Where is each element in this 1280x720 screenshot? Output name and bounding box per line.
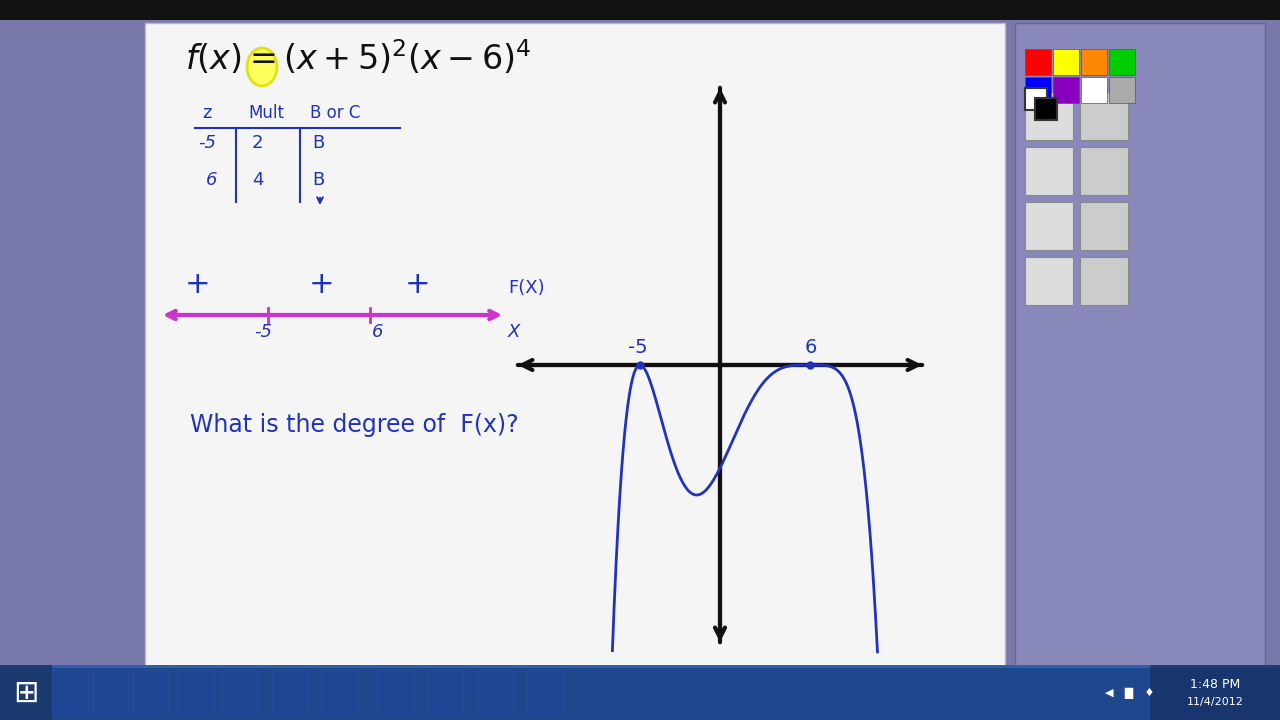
Text: 1:48 PM: 1:48 PM (1190, 678, 1240, 691)
Bar (323, 670, 358, 715)
Bar (428, 670, 463, 715)
Text: -5: -5 (198, 134, 216, 152)
Bar (0, 665, 1280, 720)
Text: 6: 6 (206, 171, 218, 189)
Bar (1036, 98, 1057, 120)
Text: Mult: Mult (248, 104, 284, 122)
Text: B: B (312, 171, 324, 189)
Text: +: + (404, 270, 430, 299)
Bar (1025, 257, 1073, 305)
Text: $f(x)=(x+5)^2(x-6)^4$: $f(x)=(x+5)^2(x-6)^4$ (186, 38, 531, 77)
Bar (477, 670, 513, 715)
Bar (1080, 147, 1128, 195)
Bar (1080, 92, 1128, 140)
Bar (177, 670, 212, 715)
Bar (1025, 77, 1051, 103)
Bar (378, 670, 413, 715)
Bar (0, 665, 1280, 668)
Bar (1108, 77, 1135, 103)
Text: ◀  ▐▌  ♦: ◀ ▐▌ ♦ (1105, 688, 1155, 698)
Bar (221, 670, 259, 715)
Bar (1053, 77, 1079, 103)
Bar (1080, 257, 1128, 305)
Bar (145, 23, 1005, 708)
Bar (1149, 665, 1280, 720)
Bar (1082, 49, 1107, 75)
Bar (1082, 77, 1107, 103)
Text: B: B (312, 134, 324, 152)
Text: B or C: B or C (310, 104, 361, 122)
Bar (0, 665, 1280, 720)
Text: 6: 6 (372, 323, 384, 341)
Text: 11/4/2012: 11/4/2012 (1187, 697, 1243, 707)
Ellipse shape (247, 48, 276, 86)
Text: 4: 4 (252, 171, 264, 189)
Bar (132, 670, 168, 715)
Bar (1025, 88, 1047, 110)
Text: -5: -5 (628, 338, 648, 357)
Bar (1108, 49, 1135, 75)
Bar (273, 670, 308, 715)
Text: +: + (308, 270, 334, 299)
Bar (52, 670, 88, 715)
Bar (1015, 23, 1265, 708)
Text: 2: 2 (252, 134, 264, 152)
Bar (527, 670, 563, 715)
Text: +: + (186, 270, 211, 299)
Bar (0, 0, 1280, 20)
Text: z: z (202, 104, 211, 122)
Text: 6: 6 (805, 338, 818, 357)
Text: ⊞: ⊞ (13, 678, 38, 708)
Text: What is the degree of  F(x)?: What is the degree of F(x)? (189, 413, 518, 437)
Bar (1025, 92, 1073, 140)
Bar (92, 670, 128, 715)
Text: F(X): F(X) (508, 279, 544, 297)
Bar (0, 665, 52, 720)
Bar (1025, 147, 1073, 195)
Bar (1053, 49, 1079, 75)
Text: -5: -5 (253, 323, 273, 341)
Bar (1025, 49, 1051, 75)
Bar (1025, 202, 1073, 250)
Text: X: X (508, 323, 521, 341)
Bar (1080, 202, 1128, 250)
